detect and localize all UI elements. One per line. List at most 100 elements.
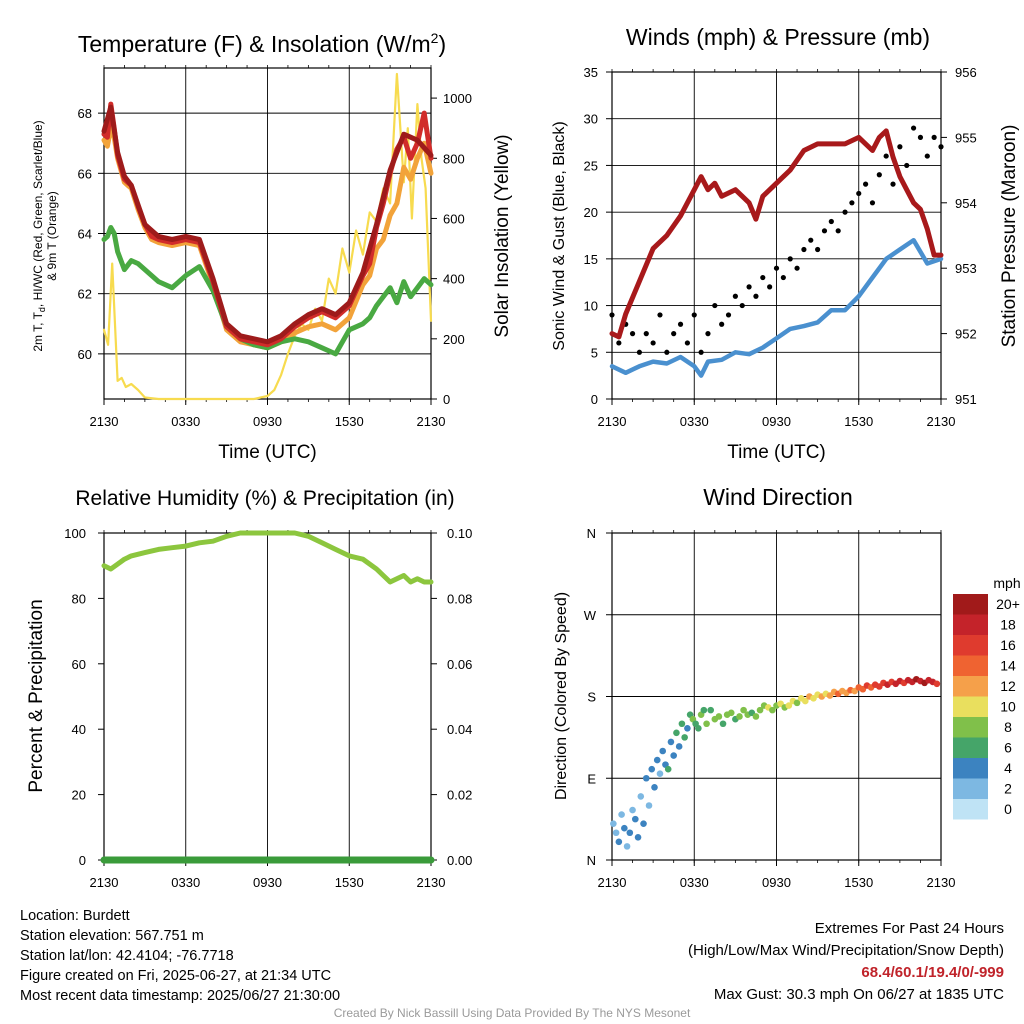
- insolation-line: [102, 72, 433, 401]
- gust-point: [677, 321, 684, 327]
- temperature-series-line: [101, 104, 434, 345]
- x-tick-label: 2130: [598, 414, 627, 429]
- gust-point: [897, 144, 903, 150]
- direction-point: [656, 770, 664, 778]
- x-tick-label: 0930: [762, 875, 791, 890]
- gust-point: [787, 256, 793, 262]
- x-tick-label: 0330: [171, 414, 200, 429]
- gust-point: [917, 134, 924, 140]
- figure-created: Figure created on Fri, 2025-06-27, at 21…: [20, 968, 332, 984]
- gust-point: [691, 312, 697, 318]
- gust-point: [664, 349, 670, 355]
- legend-swatch: [953, 717, 988, 738]
- gust-point: [808, 237, 814, 243]
- station-elevation: Station elevation: 567.751 m: [20, 928, 204, 944]
- x-tick-label: 0330: [680, 875, 709, 890]
- legend-swatch: [953, 737, 988, 758]
- y2-tick-label: 0.08: [447, 591, 472, 606]
- direction-point: [653, 756, 661, 764]
- y-tick-label: 20: [72, 788, 86, 803]
- station-info: Location: Burdett Station elevation: 567…: [20, 906, 340, 1006]
- y2-tick-label: 400: [443, 272, 465, 287]
- gust-point: [869, 200, 876, 206]
- chart-title: Relative Humidity (%) & Precipitation (i…: [75, 487, 454, 510]
- gust-point: [821, 228, 828, 234]
- direction-point: [626, 829, 634, 837]
- direction-point: [933, 680, 941, 688]
- y2-tick-label: 200: [443, 332, 465, 347]
- recent-timestamp: Most recent data timestamp: 2025/06/27 2…: [20, 988, 341, 1004]
- y2-tick-label: 951: [955, 392, 977, 407]
- legend-label: 20+: [996, 596, 1020, 612]
- y-tick-label: 60: [72, 657, 86, 672]
- y-tick-label: 10: [584, 299, 598, 314]
- x-axis-label: Time (UTC): [218, 442, 317, 463]
- chart-title: Temperature (F) & Insolation (W/m2): [78, 30, 446, 57]
- y2-tick-label: 0.04: [447, 722, 472, 737]
- legend-label: 6: [1004, 740, 1012, 756]
- gust-point: [712, 302, 718, 309]
- y-tick-label: W: [584, 608, 597, 623]
- direction-point: [740, 706, 747, 714]
- direction-point: [640, 820, 647, 827]
- y-axis-label: Percent & Precipitation: [26, 599, 47, 792]
- y2-tick-label: 0: [443, 392, 450, 407]
- y2-tick-label: 600: [443, 211, 465, 226]
- pressure-line: [609, 128, 944, 340]
- extremes-box: Extremes For Past 24 Hours (High/Low/Max…: [688, 918, 1004, 1006]
- y-tick-label: 64: [78, 227, 92, 242]
- direction-point: [664, 765, 672, 773]
- y-tick-label: 5: [591, 345, 598, 360]
- y2-tick-label: 800: [443, 151, 465, 166]
- y2-tick-label: 956: [955, 65, 977, 80]
- direction-point: [651, 784, 658, 791]
- gust-point: [671, 331, 677, 337]
- title-end: ): [438, 31, 446, 57]
- y-tick-label: 62: [78, 287, 92, 302]
- gust-point: [931, 134, 937, 140]
- direction-point: [695, 724, 702, 732]
- x-tick-label: 0930: [762, 414, 791, 429]
- x-tick-label: 2130: [90, 875, 119, 890]
- gust-point: [746, 284, 752, 290]
- y-tick-label: 15: [584, 252, 598, 267]
- gust-point: [732, 293, 738, 299]
- y-axis-label: 2m T, Td, HI/WC (Red, Green, Scarlet/Blu…: [31, 120, 47, 351]
- y2-tick-label: 0.00: [447, 853, 472, 868]
- direction-point: [678, 720, 686, 728]
- gust-point: [835, 228, 841, 234]
- x-tick-label: 2130: [417, 414, 446, 429]
- x-tick-label: 0330: [680, 414, 709, 429]
- legend-swatch: [953, 676, 988, 697]
- y-tick-label: 68: [78, 106, 92, 121]
- x-tick-label: 1530: [335, 414, 364, 429]
- gust-point: [650, 340, 656, 346]
- y2-tick-label: 0.06: [447, 657, 472, 672]
- y-axis-label-line2: & 9m T (Orange): [45, 191, 59, 281]
- wind-speed-line: [609, 237, 944, 378]
- direction-point: [612, 829, 620, 837]
- y-tick-label: 66: [78, 166, 92, 181]
- direction-point: [673, 729, 680, 737]
- y-tick-label: 60: [78, 347, 92, 362]
- direction-point: [719, 720, 727, 728]
- chart-title: Wind Direction: [703, 484, 853, 510]
- direction-point: [769, 706, 776, 714]
- title-sup: 2: [431, 30, 439, 46]
- y2-tick-label: 0.10: [447, 526, 472, 541]
- gust-point: [876, 172, 882, 178]
- direction-point: [645, 802, 653, 809]
- direction-point: [623, 843, 631, 850]
- gust-point: [725, 312, 732, 318]
- direction-point: [610, 820, 617, 827]
- y-tick-label: N: [587, 526, 596, 541]
- gust-point: [890, 181, 896, 187]
- x-tick-label: 2130: [927, 875, 956, 890]
- gust-point: [739, 302, 745, 309]
- legend-swatch: [953, 655, 988, 676]
- y2-axis-label: Solar Insolation (Yellow): [492, 134, 513, 337]
- direction-point: [715, 713, 723, 720]
- direction-point: [785, 702, 793, 709]
